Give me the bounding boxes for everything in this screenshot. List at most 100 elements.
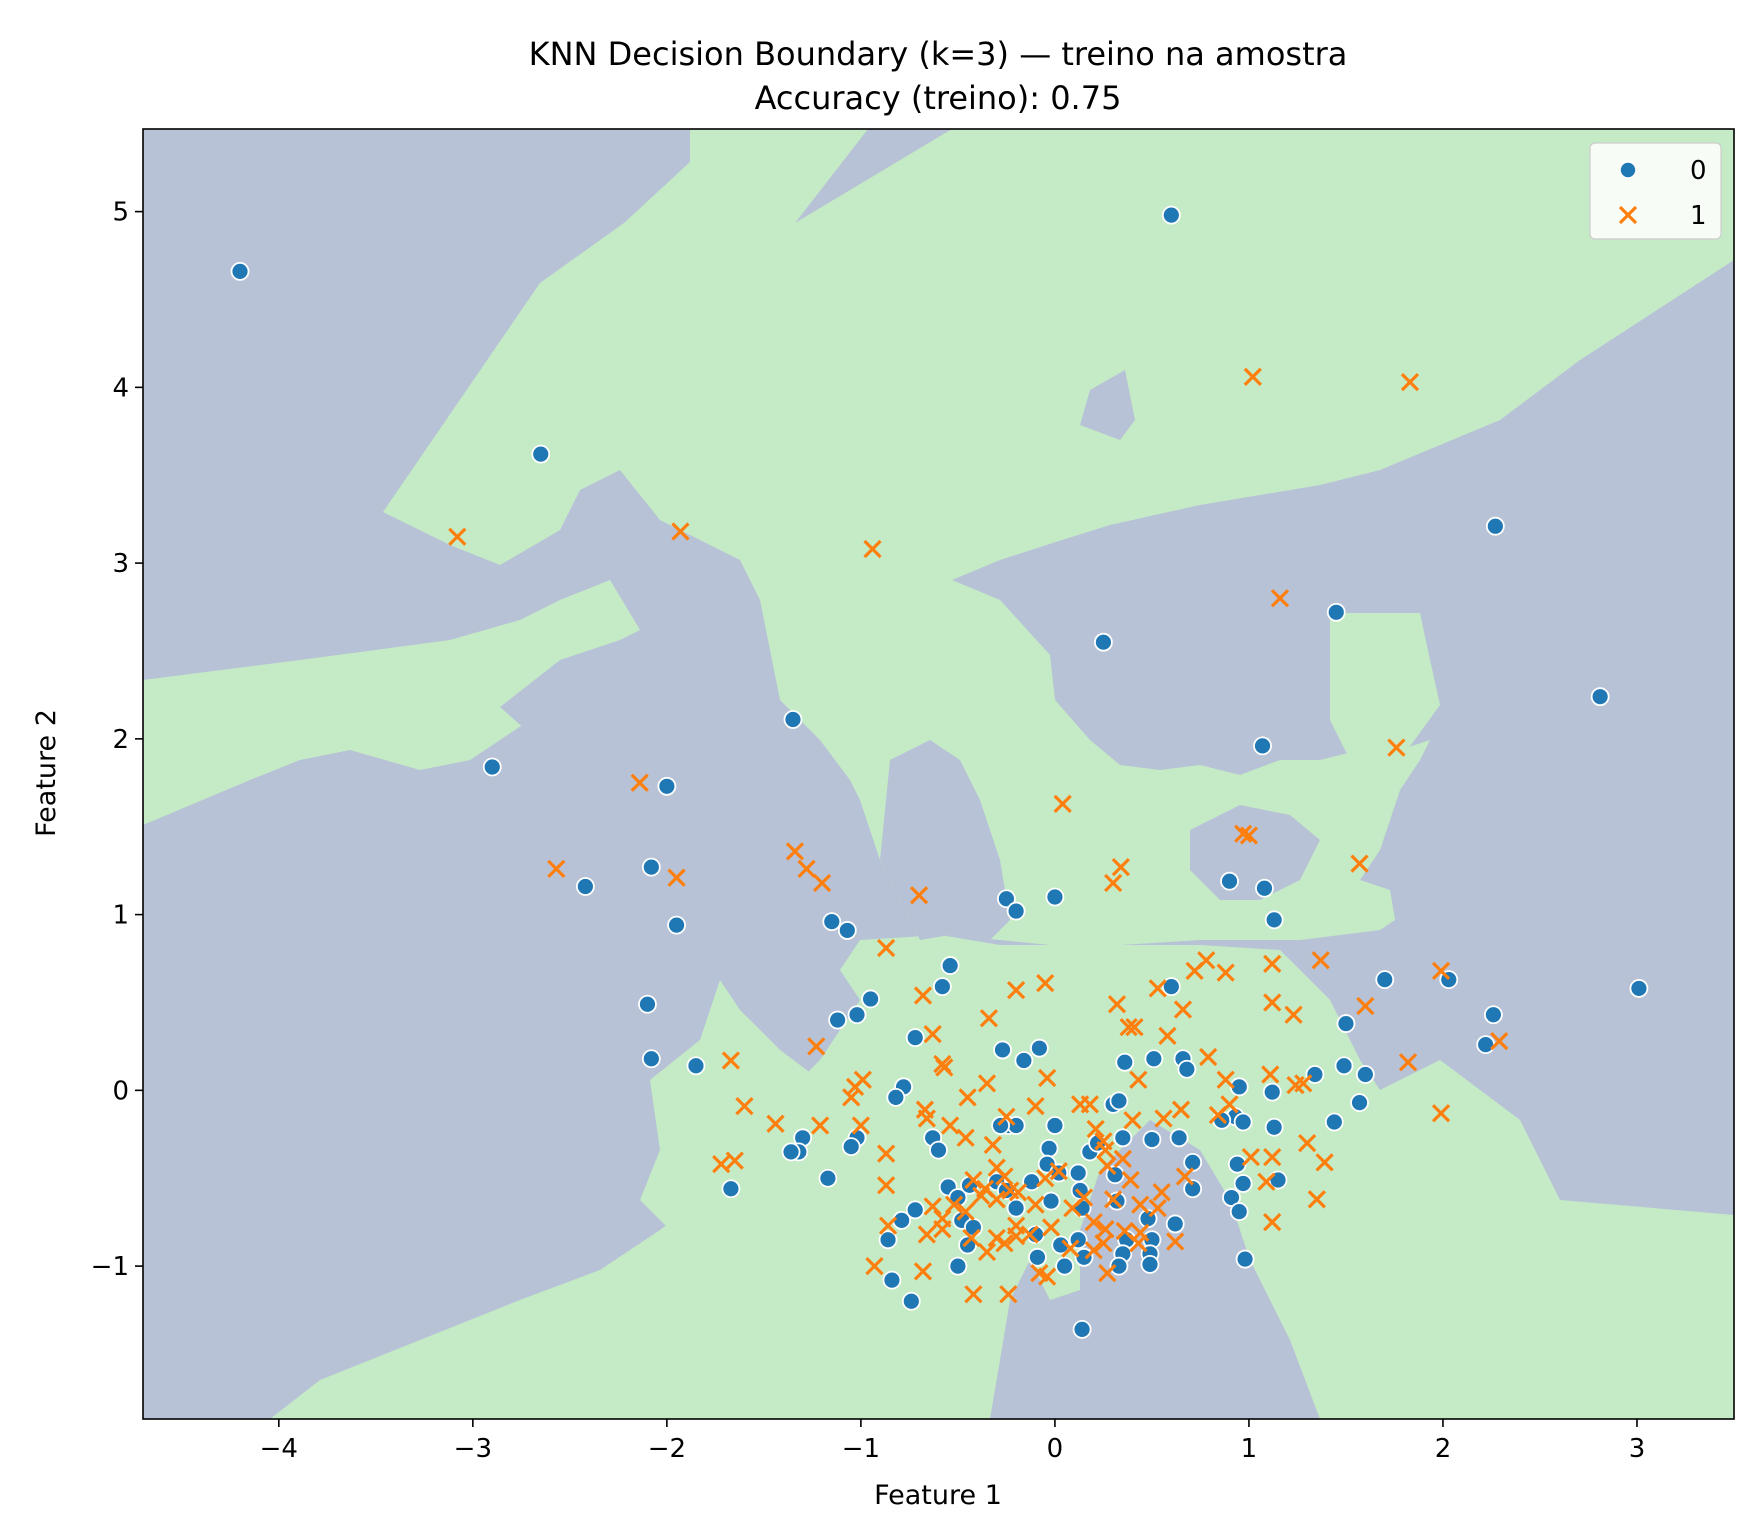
data-point-class-0 [1165,1214,1185,1234]
data-point-class-1 [962,1228,981,1248]
data-point-class-1 [1263,1213,1282,1232]
island-top [1080,370,1135,440]
x-axis-ticks: −4 −3 −2 −1 0 1 2 3 [260,1419,1646,1464]
scatter-points [230,205,1649,1339]
data-point-class-0 [818,1168,838,1188]
x-tick-label: 2 [1435,1434,1452,1464]
data-point-class-1 [1490,1032,1509,1051]
data-point-class-1 [964,1285,983,1304]
data-point-class-1 [1263,993,1282,1012]
data-point-class-1 [1350,854,1369,873]
data-point-class-1 [671,522,690,541]
data-point-class-1 [876,938,896,958]
data-point-class-1 [1311,951,1330,970]
data-point-class-0 [1222,1188,1241,1207]
data-point-class-0 [1072,1319,1092,1339]
data-point-class-0 [1055,1256,1075,1276]
data-point-class-0 [1022,1172,1042,1192]
data-point-class-1 [1041,1218,1061,1237]
data-point-class-1 [941,1116,960,1135]
data-point-class-1 [1216,1070,1235,1089]
data-point-class-0 [1305,1065,1325,1084]
data-point-class-0 [1264,910,1284,930]
data-point-class-1 [851,1116,871,1135]
data-point-class-1 [725,1151,744,1170]
data-point-class-1 [1049,1162,1068,1181]
data-point-class-0 [847,1005,867,1025]
y-tick-label: 1 [112,901,129,931]
data-point-class-1 [1298,1133,1317,1153]
data-point-class-1 [964,1170,983,1190]
data-point-class-1 [785,842,805,861]
y-tick-label: −1 [91,1252,129,1282]
data-point-class-1 [1185,961,1204,980]
data-point-class-1 [1431,961,1451,980]
data-point-class-1 [842,1088,861,1107]
data-point-class-0 [482,757,502,777]
data-point-class-1 [1119,1017,1138,1037]
x-tick-label: 3 [1629,1434,1646,1464]
x-tick-label: 0 [1047,1434,1064,1464]
data-point-class-1 [923,1024,942,1044]
data-point-class-0 [905,1200,925,1220]
legend-label-class-1: 1 [1690,201,1707,231]
data-point-class-1 [1398,1053,1418,1072]
data-point-class-1 [1148,979,1167,998]
x-tick-label: −3 [454,1434,492,1464]
region-upper-right-pocket [1330,613,1440,760]
data-point-class-1 [1086,1119,1105,1139]
data-point-class-0 [1264,1117,1284,1137]
x-tick-label: −4 [260,1434,298,1464]
data-point-class-1 [667,868,686,887]
data-point-class-0 [1334,1056,1354,1076]
data-point-class-0 [686,1056,706,1076]
data-point-class-1 [878,1216,898,1235]
data-point-class-1 [1026,1097,1045,1116]
data-point-class-1 [913,1262,933,1281]
y-tick-label: 2 [112,725,129,755]
data-point-class-1 [987,1190,1006,1209]
data-point-class-1 [1284,1005,1303,1024]
data-point-class-1 [1263,954,1282,973]
legend-label-class-0: 0 [1690,156,1707,186]
y-axis-label: Feature 2 [31,709,62,837]
data-point-class-1 [1094,1234,1113,1253]
data-point-class-1 [1103,1190,1123,1209]
data-point-class-1 [1038,1068,1057,1088]
data-point-class-0 [1375,970,1395,990]
data-point-class-0 [1355,1065,1375,1084]
data-point-class-1 [995,1167,1014,1186]
data-point-class-1 [987,1228,1006,1248]
data-point-class-1 [1154,1109,1173,1128]
data-point-class-1 [1152,1183,1171,1202]
data-point-class-1 [995,1234,1014,1253]
data-point-class-0 [882,1270,902,1290]
data-point-class-1 [1294,1074,1313,1093]
data-point-class-0 [1229,1202,1249,1222]
data-point-class-0 [783,710,803,729]
data-point-class-1 [766,1114,785,1133]
data-point-class-1 [956,1202,975,1221]
data-point-class-1 [547,859,566,879]
data-point-class-1 [1307,1190,1326,1209]
data-point-class-1 [1199,1047,1218,1067]
data-point-class-0 [1140,1254,1160,1274]
data-point-class-0 [1336,1014,1356,1033]
data-point-class-0 [1109,1256,1129,1276]
region-lower-left [640,980,820,1240]
data-point-class-1 [1113,1149,1132,1169]
data-point-class-0 [641,857,661,877]
data-point-class-1 [1026,1195,1045,1214]
data-point-class-1 [913,986,933,1005]
region-left-band [143,580,640,825]
data-point-class-1 [1233,824,1253,843]
data-point-class-1 [923,1197,942,1216]
data-point-class-0 [841,1137,861,1156]
data-point-class-0 [932,977,952,997]
data-point-class-0 [861,989,880,1009]
data-point-class-0 [905,1028,925,1048]
data-point-class-1 [1387,738,1406,757]
data-point-class-1 [1006,1227,1026,1246]
data-point-class-1 [1107,995,1127,1014]
